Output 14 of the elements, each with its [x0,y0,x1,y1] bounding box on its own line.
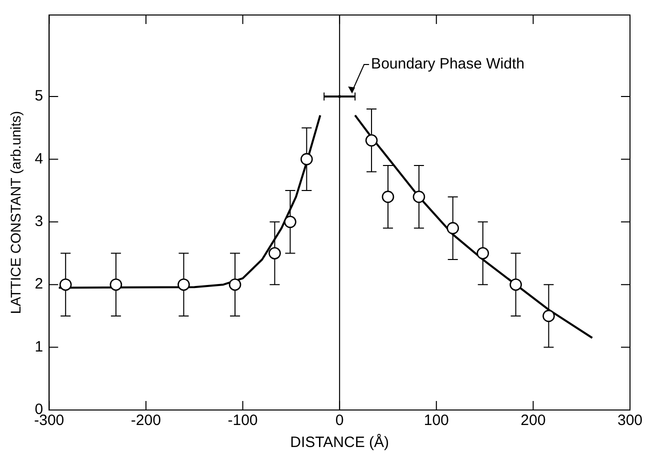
y-tick-label: 3 [34,213,44,230]
x-tick-label: 200 [520,412,546,430]
x-tick-label: -200 [130,412,161,430]
y-axis-title: LATTICE CONSTANT (arb.units) [7,110,24,314]
y-tick-label: 2 [34,276,44,293]
y-tick-label: 5 [34,88,44,105]
y-tick-label: 1 [34,338,44,356]
annotation: Boundary Phase Width [371,56,524,73]
x-tick-label: 300 [617,412,643,430]
x-tick-label: -100 [228,412,258,430]
x-axis-title: DISTANCE (Å) [290,433,390,452]
y-tick-label: 4 [34,150,44,168]
x-tick-label: 100 [424,412,449,430]
x-tick-label: 0 [335,412,344,430]
